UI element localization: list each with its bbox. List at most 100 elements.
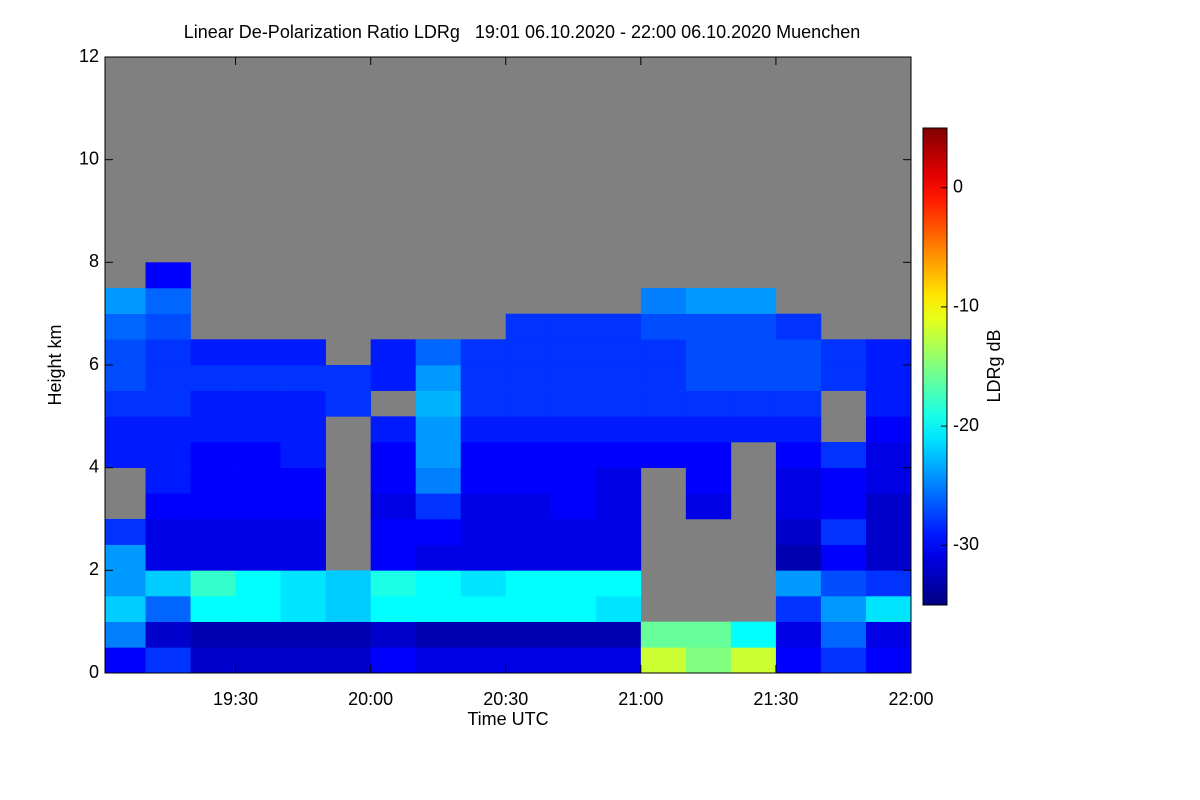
heatmap-cell	[105, 313, 146, 340]
heatmap-cell	[280, 596, 326, 622]
heatmap-cell	[505, 570, 552, 597]
heatmap-cell	[105, 365, 146, 391]
heatmap-cell	[415, 416, 462, 443]
y-tick-label: 6	[89, 354, 99, 374]
heatmap-cell	[820, 493, 867, 520]
heatmap-cell	[105, 339, 146, 366]
heatmap-cell	[640, 339, 687, 366]
heatmap-cell	[235, 365, 281, 391]
heatmap-cell	[505, 390, 552, 417]
heatmap-cell	[775, 390, 822, 417]
heatmap-cell	[505, 544, 552, 571]
y-tick-label: 0	[89, 662, 99, 682]
heatmap-cell	[865, 390, 912, 417]
heatmap-cell	[865, 647, 912, 674]
heatmap-cell	[460, 390, 507, 417]
heatmap-cell	[415, 339, 462, 366]
heatmap-cell	[550, 570, 597, 597]
heatmap-cell	[235, 596, 281, 622]
heatmap-cell	[820, 365, 867, 391]
heatmap-cell	[145, 442, 191, 468]
heatmap-cell	[820, 570, 867, 597]
colorbar-label: LDRg dB	[984, 329, 1004, 402]
heatmap-cell	[145, 519, 191, 545]
heatmap-cell	[145, 313, 191, 340]
heatmap-cell	[820, 647, 867, 674]
heatmap-cell	[460, 596, 507, 622]
heatmap-cell	[460, 621, 507, 648]
heatmap-cell	[550, 596, 597, 622]
heatmap-cell	[595, 313, 642, 340]
heatmap-cell	[370, 544, 416, 571]
heatmap-cell	[415, 493, 462, 520]
heatmap-cell	[145, 621, 191, 648]
heatmap-cell	[595, 647, 642, 674]
heatmap-cell	[145, 596, 191, 622]
heatmap-cell	[190, 467, 236, 494]
heatmap-cell	[235, 467, 281, 494]
heatmap-cell	[505, 339, 552, 366]
heatmap-cell	[145, 288, 191, 314]
heatmap-cell	[775, 570, 822, 597]
y-tick-label: 4	[89, 456, 99, 476]
heatmap-cell	[190, 390, 236, 417]
heatmap-cell	[235, 570, 281, 597]
heatmap-cell	[685, 621, 732, 648]
heatmap-cell	[280, 467, 326, 494]
heatmap-cell	[280, 339, 326, 366]
heatmap-cell	[145, 570, 191, 597]
heatmap-cell	[775, 442, 822, 468]
heatmap-cell	[775, 313, 822, 340]
heatmap-cell	[460, 570, 507, 597]
heatmap-cell	[460, 365, 507, 391]
heatmap-cell	[235, 519, 281, 545]
heatmap-cell	[505, 467, 552, 494]
heatmap-cell	[235, 390, 281, 417]
heatmap-cell	[820, 596, 867, 622]
heatmap-cell	[505, 493, 552, 520]
heatmap-cell	[640, 621, 687, 648]
heatmap-cell	[685, 288, 732, 314]
x-axis-label: Time UTC	[467, 709, 548, 729]
heatmap-cell	[415, 570, 462, 597]
y-tick-label: 10	[79, 148, 99, 168]
heatmap-cell	[730, 621, 777, 648]
heatmap-cell	[145, 339, 191, 366]
heatmap-cell	[325, 596, 371, 622]
heatmap-cell	[370, 647, 416, 674]
heatmap-cell	[460, 467, 507, 494]
heatmap-cell	[730, 339, 777, 366]
heatmap-cell	[325, 621, 371, 648]
heatmap-cell	[235, 621, 281, 648]
heatmap-cell	[820, 544, 867, 571]
heatmap-cell	[190, 442, 236, 468]
heatmap-cell	[280, 544, 326, 571]
heatmap-cell	[640, 288, 687, 314]
heatmap-cell	[685, 365, 732, 391]
heatmap-cell	[190, 365, 236, 391]
heatmap-cell	[415, 390, 462, 417]
heatmap-cell	[325, 390, 371, 417]
heatmap-cell	[415, 544, 462, 571]
heatmap-cell	[460, 647, 507, 674]
heatmap-cell	[280, 442, 326, 468]
heatmap-cell	[550, 365, 597, 391]
heatmap-cell	[415, 365, 462, 391]
heatmap-cell	[775, 493, 822, 520]
heatmap-cell	[865, 493, 912, 520]
heatmap-cell	[595, 390, 642, 417]
x-tick-label: 19:30	[213, 689, 258, 709]
heatmap-cell	[105, 570, 146, 597]
heatmap-cell	[415, 519, 462, 545]
heatmap-cell	[505, 596, 552, 622]
heatmap-cell	[415, 647, 462, 674]
heatmap-cell	[280, 570, 326, 597]
heatmap-cell	[460, 519, 507, 545]
heatmap-cell	[775, 596, 822, 622]
heatmap-cell	[235, 339, 281, 366]
heatmap-cell	[865, 570, 912, 597]
x-tick-label: 21:00	[618, 689, 663, 709]
heatmap-cell	[775, 339, 822, 366]
colorbar-tick-label: -10	[953, 296, 979, 316]
heatmap-cell	[820, 442, 867, 468]
